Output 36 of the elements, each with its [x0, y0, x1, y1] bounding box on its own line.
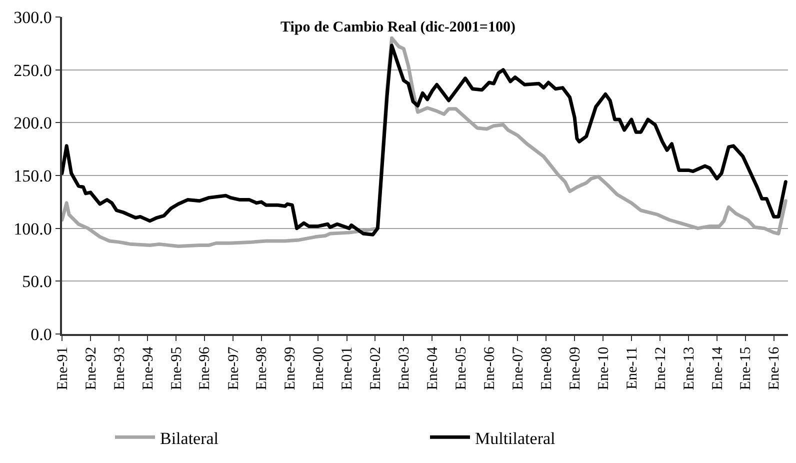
- x-tick-label: Ene-16: [766, 346, 783, 390]
- legend-label: Multilateral: [475, 428, 556, 448]
- x-tick-label: Ene-96: [197, 346, 214, 390]
- x-tick-label: Ene-93: [112, 346, 128, 390]
- x-tick-label: Ene-13: [681, 346, 698, 390]
- y-tick-label: 0.0: [30, 324, 52, 344]
- x-tick-label: Ene-08: [538, 346, 555, 390]
- x-tick-label: Ene-02: [368, 346, 384, 390]
- chart-title: Tipo de Cambio Real (dic-2001=100): [280, 19, 516, 36]
- x-tick-label: Ene-91: [54, 346, 71, 390]
- y-tick-label: 200.0: [14, 114, 52, 133]
- x-tick-label: Ene-04: [425, 346, 442, 390]
- legend-label: Bilateral: [160, 428, 219, 448]
- x-tick-label: Ene-98: [254, 346, 270, 390]
- x-tick-label: Ene-00: [311, 346, 328, 390]
- x-tick-label: Ene-07: [510, 346, 526, 390]
- y-tick-label: 100.0: [14, 219, 52, 238]
- x-tick-label: Ene-12: [652, 346, 669, 390]
- x-tick-label: Ene-99: [282, 346, 299, 390]
- x-tick-label: Ene-09: [567, 346, 584, 390]
- x-tick-label: Ene-06: [482, 346, 498, 390]
- x-tick-label: Ene-01: [340, 346, 356, 390]
- y-tick-label: 250.0: [14, 60, 52, 80]
- x-tick-label: Ene-03: [396, 346, 413, 390]
- x-tick-label: Ene-97: [226, 346, 242, 390]
- x-tick-label: Ene-11: [624, 346, 640, 390]
- x-tick-label: Ene-14: [710, 346, 726, 390]
- x-tick-label: Ene-94: [140, 346, 156, 390]
- x-tick-label: Ene-05: [454, 346, 470, 390]
- x-tick-label: Ene-95: [168, 346, 185, 390]
- y-tick-label: 50.0: [22, 272, 52, 292]
- y-tick-label: 150.0: [14, 166, 52, 186]
- x-tick-label: Ene-15: [738, 346, 754, 390]
- x-tick-label: Ene-10: [596, 346, 612, 390]
- y-tick-label: 300.0: [14, 8, 52, 27]
- x-tick-label: Ene-92: [83, 346, 100, 390]
